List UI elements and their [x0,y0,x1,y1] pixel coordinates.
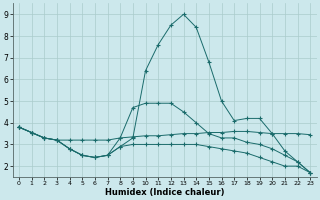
X-axis label: Humidex (Indice chaleur): Humidex (Indice chaleur) [105,188,224,197]
